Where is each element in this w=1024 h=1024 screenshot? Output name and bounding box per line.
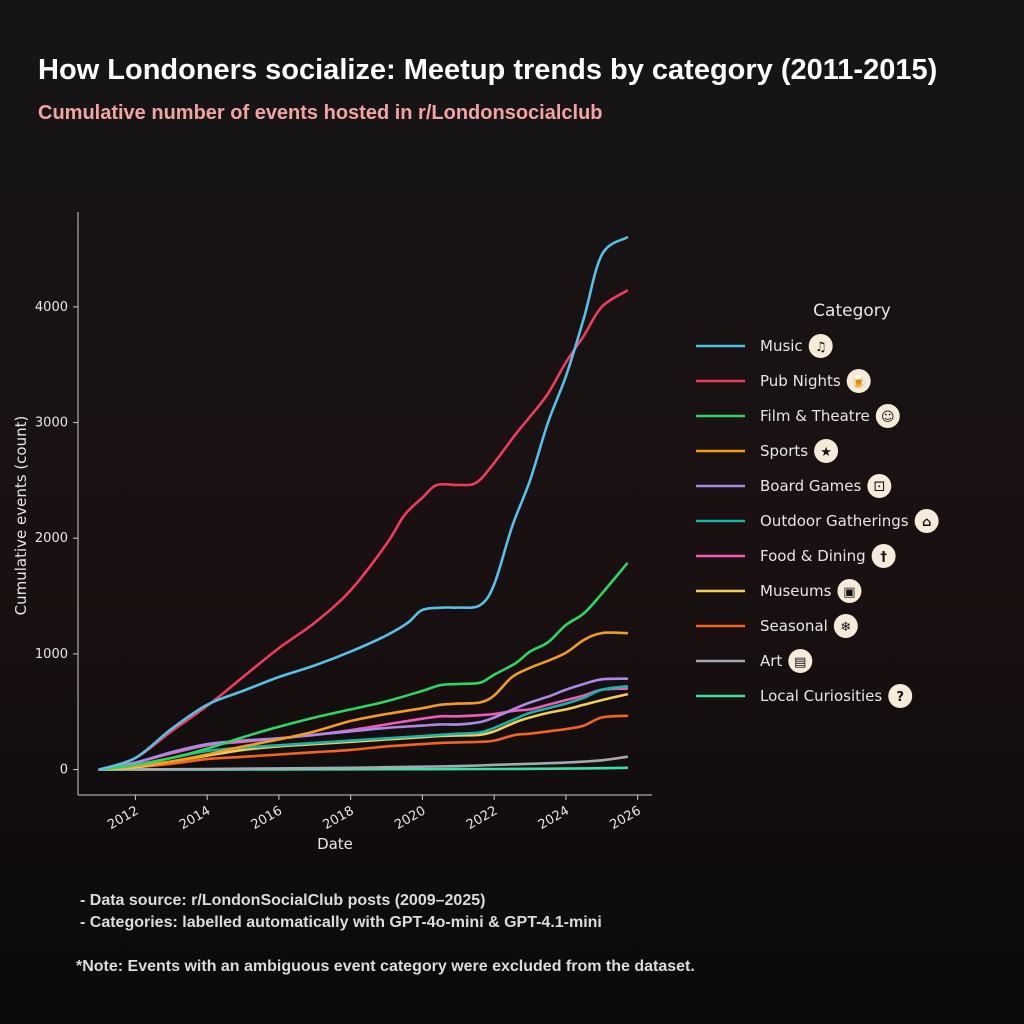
x-tick-label: 2012 <box>105 803 141 833</box>
y-tick-label: 2000 <box>35 531 68 546</box>
open-book-icon-glyph: ▤ <box>794 655 806 670</box>
cutlery-icon-glyph: † <box>880 550 887 565</box>
x-tick-label: 2014 <box>177 803 213 833</box>
y-tick-label: 4000 <box>35 300 68 315</box>
dice-icon <box>867 474 892 498</box>
categories-note: - Categories: labelled automatically wit… <box>80 914 602 931</box>
legend-title: Category <box>813 301 891 321</box>
series-line-outdoor-gatherings <box>98 685 629 771</box>
legend-label-music: Music <box>760 337 803 355</box>
series-line-seasonal <box>98 714 629 771</box>
legend-label-seasonal: Seasonal <box>760 617 828 635</box>
dice-icon-glyph: ⚀ <box>874 480 885 495</box>
legend-label-museums: Museums <box>760 582 832 600</box>
y-axis-label: Cumulative events (count) <box>12 416 30 616</box>
beer-mug-icon-glyph: 🍺 <box>851 373 867 390</box>
theatre-mask-icon-glyph: ☺ <box>881 410 895 425</box>
x-tick-label: 2022 <box>464 803 500 833</box>
legend-label-food-dining: Food & Dining <box>760 547 866 565</box>
x-tick-label: 2026 <box>607 803 643 833</box>
x-axis-label: Date <box>317 835 353 853</box>
runner-icon <box>814 439 839 463</box>
chart-title: How Londoners socialize: Meetup trends b… <box>38 54 938 86</box>
picnic-basket-icon <box>914 509 939 533</box>
x-tick-label: 2020 <box>392 803 428 833</box>
question-mark-icon-glyph: ? <box>896 690 904 705</box>
family-icon <box>833 614 858 638</box>
series-line-board-games <box>98 677 629 771</box>
beer-mug-icon <box>846 369 871 393</box>
notes: - Data source: r/LondonSocialClub posts … <box>80 890 602 934</box>
legend-label-pub-nights: Pub Nights <box>760 372 841 390</box>
exclusion-footnote: *Note: Events with an ambiguous event ca… <box>76 958 695 975</box>
family-icon-glyph: ❄ <box>840 620 851 635</box>
legend-label-outdoor-gatherings: Outdoor Gatherings <box>760 512 909 530</box>
chart-subtitle: Cumulative number of events hosted in r/… <box>38 102 603 124</box>
x-tick-label: 2018 <box>320 803 356 833</box>
legend-label-local-curiosities: Local Curiosities <box>760 687 882 705</box>
legend-label-board-games: Board Games <box>760 477 862 495</box>
music-icon <box>808 334 833 358</box>
y-tick-label: 1000 <box>35 647 68 662</box>
music-icon-glyph: ♫ <box>815 340 827 355</box>
x-tick-label: 2016 <box>249 803 285 833</box>
series-line-art <box>98 755 629 771</box>
y-tick-label: 0 <box>60 763 68 778</box>
theatre-mask-icon <box>875 404 900 428</box>
picnic-basket-icon-glyph: ⌂ <box>922 515 931 530</box>
series-line-pub-nights <box>98 289 629 771</box>
data-source-note: - Data source: r/LondonSocialClub posts … <box>80 892 486 909</box>
series-line-sports <box>98 631 629 771</box>
legend-label-sports: Sports <box>760 442 808 460</box>
x-tick-label: 2024 <box>536 803 572 833</box>
question-mark-icon <box>888 684 913 708</box>
ticket-icon-glyph: ▣ <box>843 585 855 600</box>
ticket-icon <box>837 579 862 603</box>
legend-label-film-theatre: Film & Theatre <box>760 407 870 425</box>
open-book-icon <box>788 649 813 673</box>
runner-icon-glyph: ★ <box>820 445 832 460</box>
cutlery-icon <box>871 544 896 568</box>
y-tick-label: 3000 <box>35 416 68 431</box>
series-line-music <box>98 236 629 771</box>
series-line-film-theatre <box>98 562 629 771</box>
legend-label-art: Art <box>760 652 782 670</box>
